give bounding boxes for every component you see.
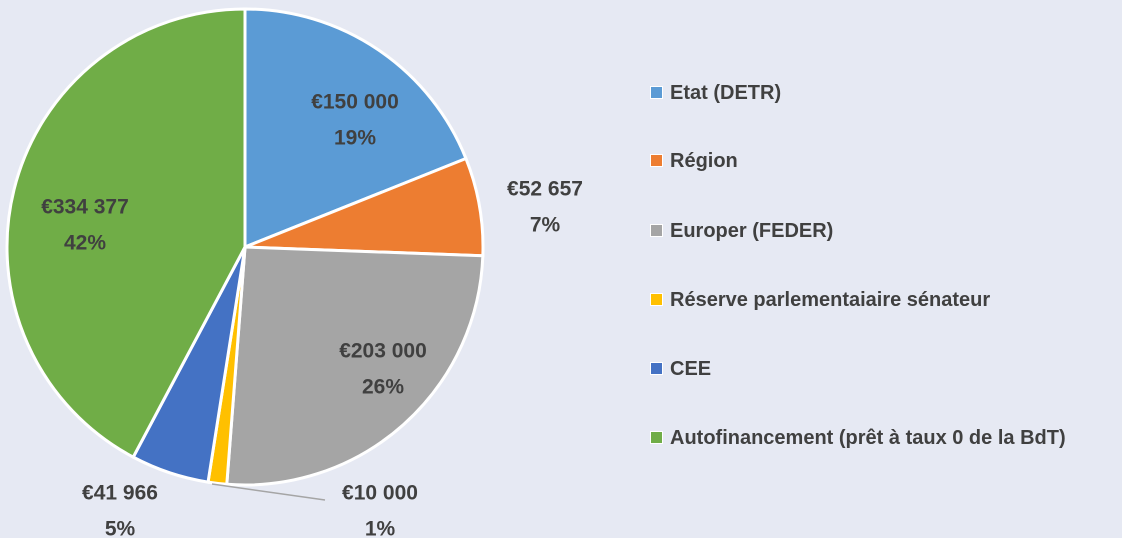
pie-area: €150 000 19% €52 657 7% €203 000 26% €10 000 1%… xyxy=(5,7,583,538)
data-label: €41 966 xyxy=(82,482,158,505)
legend-item: Etat (DETR) xyxy=(650,80,1122,106)
data-label: €334 377 xyxy=(41,196,129,219)
data-label: €52 657 xyxy=(507,178,583,201)
pie-slice xyxy=(225,245,485,487)
legend-item: Autofinancement (prêt à taux 0 de la BdT… xyxy=(650,425,1122,451)
legend-label: Réserve parlementaiaire sénateur xyxy=(670,289,991,311)
legend-item: CEE xyxy=(650,356,1122,382)
legend-swatch xyxy=(650,431,663,444)
legend-item: Europer (FEDER) xyxy=(650,218,1122,244)
percent-label: 7% xyxy=(530,214,561,237)
data-label: €10 000 xyxy=(342,482,418,505)
data-label: €150 000 xyxy=(311,91,399,114)
percent-label: 42% xyxy=(64,232,106,255)
legend-label: Europer (FEDER) xyxy=(670,220,834,242)
percent-label: 19% xyxy=(334,127,376,150)
percent-label: 26% xyxy=(362,376,404,399)
leader-line xyxy=(211,483,326,501)
percent-label: 1% xyxy=(365,518,396,538)
legend-swatch xyxy=(650,224,663,237)
legend-label: Autofinancement (prêt à taux 0 de la BdT… xyxy=(670,427,1066,449)
legend-swatch xyxy=(650,154,663,167)
data-label: €203 000 xyxy=(339,340,427,363)
legend-item: Région xyxy=(650,148,1122,174)
legend-item: Réserve parlementaiaire sénateur xyxy=(650,287,1122,313)
legend-label: CEE xyxy=(670,358,712,380)
legend-label: Etat (DETR) xyxy=(670,82,782,104)
legend-label: Région xyxy=(670,150,738,172)
legend-swatch xyxy=(650,86,663,99)
percent-label: 5% xyxy=(105,518,136,538)
pie-slice xyxy=(243,7,468,250)
legend-swatch xyxy=(650,293,663,306)
legend-swatch xyxy=(650,362,663,375)
pie-slice xyxy=(5,7,247,460)
